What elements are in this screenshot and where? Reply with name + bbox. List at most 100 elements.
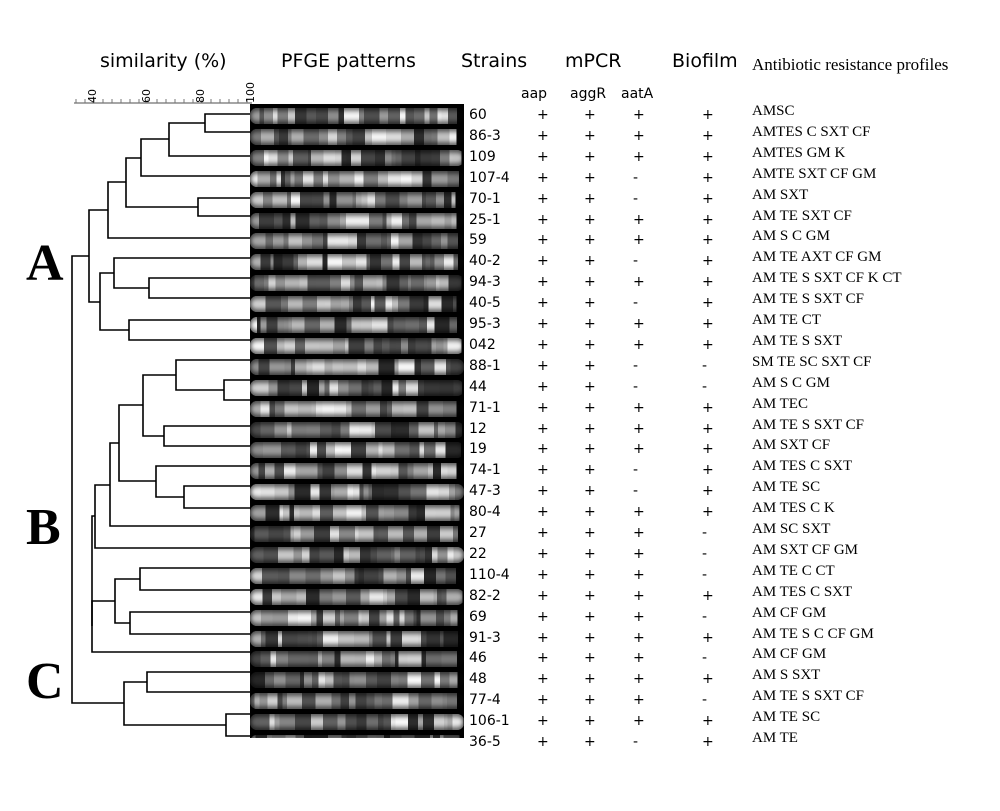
resistance-profile: AM S C GM <box>752 374 830 391</box>
gel-lane <box>250 400 464 417</box>
resistance-profile: AM TE S SXT <box>752 332 843 349</box>
gel-lane <box>250 672 464 689</box>
dendrogram <box>71 113 250 737</box>
biofilm-result: + <box>702 713 714 730</box>
strain-id: 69 <box>469 608 487 625</box>
gel-lane <box>250 149 464 166</box>
biofilm-result: + <box>702 295 714 312</box>
aata-result: - <box>633 190 639 207</box>
strain-id: 25-1 <box>469 211 501 228</box>
aap-result: + <box>537 274 549 291</box>
resistance-profile: AM TE S SXT CF <box>752 291 864 308</box>
aata-result: + <box>633 232 645 249</box>
aap-result: + <box>537 190 549 207</box>
strain-id: 88-1 <box>469 357 501 374</box>
aap-result: + <box>537 148 549 165</box>
strain-id: 59 <box>469 232 487 249</box>
gel-lane <box>250 317 464 333</box>
aap-result: + <box>537 336 549 353</box>
gel-lane <box>250 463 464 480</box>
aata-result: - <box>633 253 639 270</box>
resistance-profile: AM SXT CF GM <box>752 541 859 558</box>
aap-result: + <box>537 566 549 583</box>
strain-id: 95-3 <box>469 316 501 332</box>
aggr-result: + <box>584 169 596 186</box>
gel-lane <box>250 735 464 738</box>
biofilm-result: + <box>702 107 714 123</box>
aap-result: + <box>537 545 549 562</box>
aata-result: + <box>633 399 645 416</box>
aata-result: + <box>633 336 645 353</box>
aggr-result: + <box>584 253 596 270</box>
biofilm-result: + <box>702 462 714 479</box>
resistance-profile: AM TEC <box>752 395 808 412</box>
aap-result: + <box>537 462 549 479</box>
strain-id: 77-4 <box>469 692 501 709</box>
aata-result: + <box>633 671 645 688</box>
aata-result: + <box>633 211 645 228</box>
aap-result: + <box>537 127 549 144</box>
aggr-subheader: aggR <box>570 86 607 102</box>
gel-lane <box>250 505 464 522</box>
gel-lane <box>250 337 464 354</box>
biofilm-result: - <box>702 525 708 541</box>
resistance-profile: AMTE SXT CF GM <box>752 165 877 182</box>
biofilm-result: - <box>702 545 708 562</box>
aata-result: + <box>633 566 645 583</box>
strain-id: 110-4 <box>469 566 510 583</box>
aggr-result: + <box>584 629 596 646</box>
gel-lane <box>250 693 464 710</box>
resistance-profile: AM TE SC <box>752 709 821 726</box>
aggr-result: + <box>584 462 596 479</box>
gel-lane <box>250 254 464 271</box>
aata-result: - <box>633 734 639 750</box>
aata-result: + <box>633 107 645 123</box>
biofilm-result: + <box>702 483 714 500</box>
biofilm-result: + <box>702 629 714 646</box>
resistance-profile: AM TE AXT CF GM <box>752 249 882 266</box>
aggr-result: + <box>584 316 596 332</box>
biofilm-result: + <box>702 734 714 750</box>
gel-lane <box>250 108 464 124</box>
strain-id: 91-3 <box>469 629 501 646</box>
aata-result: - <box>633 357 639 374</box>
aggr-result: + <box>584 734 596 750</box>
aata-result: + <box>633 525 645 541</box>
biofilm-result: - <box>702 357 708 374</box>
strain-id: 27 <box>469 525 487 541</box>
aata-result: - <box>633 462 639 479</box>
profiles-header: Antibiotic resistance profiles <box>752 55 949 74</box>
resistance-profile: AM CF GM <box>752 604 827 621</box>
biofilm-result: - <box>702 650 708 667</box>
gel-lane <box>250 714 464 731</box>
gel-lane <box>250 212 464 229</box>
strain-id: 48 <box>469 671 487 688</box>
resistance-profile: AM S SXT <box>752 667 821 684</box>
mpcr-header: mPCR <box>565 50 622 72</box>
biofilm-result: + <box>702 587 714 604</box>
gel-lane <box>250 484 464 501</box>
aggr-result: + <box>584 399 596 416</box>
aata-result: - <box>633 483 639 500</box>
biofilm-result: + <box>702 274 714 291</box>
resistance-profile: AMTES GM K <box>752 144 846 161</box>
biofilm-result: - <box>702 378 708 395</box>
aggr-result: + <box>584 650 596 667</box>
strain-id: 12 <box>469 420 487 437</box>
aap-subheader: aap <box>521 86 548 102</box>
strain-id: 106-1 <box>469 713 510 730</box>
biofilm-result: + <box>702 232 714 249</box>
resistance-profile: AM TES C K <box>752 500 835 517</box>
gel-lane <box>250 358 464 375</box>
strain-id: 60 <box>469 107 487 123</box>
biofilm-result: + <box>702 127 714 144</box>
aata-result: + <box>633 148 645 165</box>
strain-id: 86-3 <box>469 127 501 144</box>
aggr-result: + <box>584 504 596 521</box>
biofilm-result: + <box>702 169 714 186</box>
strain-id: 107-4 <box>469 169 510 186</box>
aap-result: + <box>537 504 549 521</box>
similarity-header: similarity (%) <box>100 50 227 72</box>
aap-result: + <box>537 420 549 437</box>
